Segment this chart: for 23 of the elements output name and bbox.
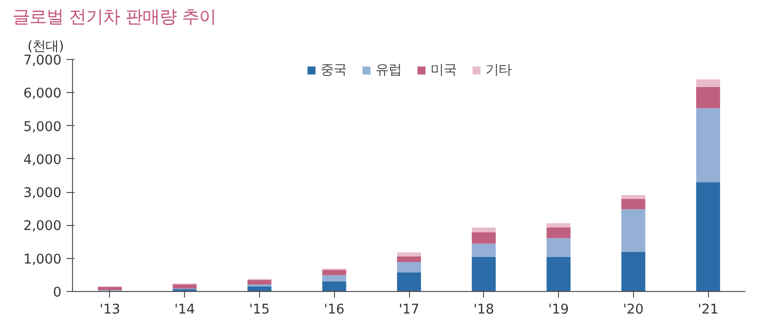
y-tick-label: 1,000 xyxy=(23,252,62,268)
x-tick-label: '17 xyxy=(398,302,420,318)
y-axis-title: (천대) xyxy=(28,40,64,54)
y-tick-label: 2,000 xyxy=(23,219,62,234)
x-tick-label: '15 xyxy=(249,302,270,318)
legend-label: 중국 xyxy=(320,62,346,79)
legend-label: 미국 xyxy=(430,62,456,79)
y-tick-label: 7,000 xyxy=(23,54,62,68)
legend-label: 유럽 xyxy=(376,62,402,79)
x-tick-label: '16 xyxy=(324,302,345,318)
y-tick-label: 4,000 xyxy=(23,152,62,168)
y-tick-label: 5,000 xyxy=(23,120,62,135)
x-tick-label: '13 xyxy=(100,302,120,318)
x-tick-label: '21 xyxy=(698,302,718,318)
y-tick-label: 0 xyxy=(53,286,62,300)
chart-title: 글로벌 전기차 판매량 추이 xyxy=(12,8,216,28)
x-tick-label: '20 xyxy=(623,302,644,318)
legend-label: 기타 xyxy=(486,62,512,79)
y-tick-label: 3,000 xyxy=(23,186,62,202)
x-tick-label: '14 xyxy=(174,302,195,318)
y-tick-label: 6,000 xyxy=(23,86,62,102)
x-tick-label: '19 xyxy=(548,302,569,318)
x-tick-label: '18 xyxy=(473,302,494,318)
